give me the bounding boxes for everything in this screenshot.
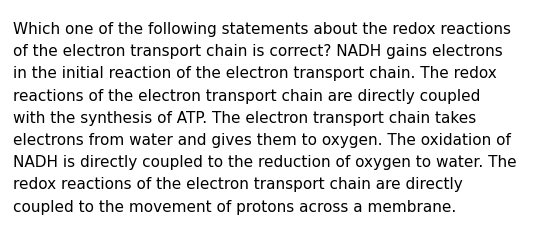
Text: electrons from water and gives them to oxygen. The oxidation of: electrons from water and gives them to o… <box>13 132 511 147</box>
Text: Which one of the following statements about the redox reactions: Which one of the following statements ab… <box>13 22 511 37</box>
Text: reactions of the electron transport chain are directly coupled: reactions of the electron transport chai… <box>13 88 480 103</box>
Text: redox reactions of the electron transport chain are directly: redox reactions of the electron transpor… <box>13 177 463 192</box>
Text: coupled to the movement of protons across a membrane.: coupled to the movement of protons acros… <box>13 199 456 214</box>
Text: NADH is directly coupled to the reduction of oxygen to water. The: NADH is directly coupled to the reductio… <box>13 155 517 169</box>
Text: of the electron transport chain is correct? NADH gains electrons: of the electron transport chain is corre… <box>13 44 503 59</box>
Text: in the initial reaction of the electron transport chain. The redox: in the initial reaction of the electron … <box>13 66 497 81</box>
Text: with the synthesis of ATP. The electron transport chain takes: with the synthesis of ATP. The electron … <box>13 110 476 125</box>
